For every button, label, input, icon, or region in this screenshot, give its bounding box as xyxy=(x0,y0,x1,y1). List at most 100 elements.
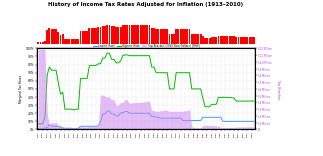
Bar xyxy=(124,25,126,44)
Bar xyxy=(157,29,159,44)
Bar xyxy=(62,34,64,44)
Bar xyxy=(109,25,110,44)
Bar xyxy=(233,36,235,44)
Bar xyxy=(209,38,211,44)
Bar xyxy=(93,28,95,44)
Bar xyxy=(59,35,61,44)
Bar xyxy=(169,34,171,44)
Bar xyxy=(129,25,130,44)
Bar xyxy=(193,34,195,44)
Bar xyxy=(195,34,197,44)
Bar xyxy=(95,28,97,44)
Bar xyxy=(229,36,231,44)
Bar xyxy=(44,41,46,44)
Bar xyxy=(191,34,193,44)
Bar xyxy=(173,34,175,44)
Bar xyxy=(53,29,55,44)
Bar xyxy=(126,25,128,44)
Bar xyxy=(224,36,226,44)
Bar xyxy=(57,32,59,44)
Bar xyxy=(79,31,81,44)
Bar xyxy=(204,38,206,44)
Bar xyxy=(137,25,139,44)
Bar xyxy=(73,39,75,44)
Bar xyxy=(215,37,217,44)
Bar xyxy=(113,26,115,44)
Bar xyxy=(202,36,204,44)
Bar xyxy=(213,37,215,44)
Bar xyxy=(160,29,162,44)
Bar xyxy=(104,26,106,44)
Bar xyxy=(253,37,255,44)
Bar xyxy=(144,25,146,44)
Bar xyxy=(151,28,153,44)
Bar xyxy=(140,25,141,44)
Bar xyxy=(91,28,93,44)
Bar xyxy=(197,34,199,44)
Bar xyxy=(231,36,233,44)
Y-axis label: Top Bracket: Top Bracket xyxy=(276,78,280,99)
Bar xyxy=(102,26,104,44)
Bar xyxy=(48,28,50,44)
Bar xyxy=(64,39,66,44)
Bar xyxy=(117,27,119,44)
Bar xyxy=(226,36,228,44)
Bar xyxy=(166,29,168,44)
Bar xyxy=(68,39,70,44)
Bar xyxy=(42,42,44,44)
Bar xyxy=(175,29,177,44)
Bar xyxy=(164,29,166,44)
Bar xyxy=(111,26,113,44)
Bar xyxy=(82,31,84,44)
Bar xyxy=(133,25,135,44)
Bar xyxy=(149,25,151,44)
Bar xyxy=(146,25,148,44)
Bar xyxy=(131,25,133,44)
Bar xyxy=(99,27,101,44)
Bar xyxy=(162,29,164,44)
Bar xyxy=(171,34,173,44)
Bar xyxy=(153,28,155,44)
Bar xyxy=(240,37,242,44)
Bar xyxy=(200,34,202,44)
Bar xyxy=(177,29,179,44)
Bar xyxy=(75,39,77,44)
Y-axis label: Marginal Tax Rates: Marginal Tax Rates xyxy=(19,75,23,103)
Bar xyxy=(39,42,41,44)
Bar xyxy=(220,36,222,44)
Bar xyxy=(120,27,121,44)
Bar xyxy=(135,25,137,44)
Bar xyxy=(211,37,213,44)
Bar xyxy=(251,37,253,44)
Bar xyxy=(66,39,68,44)
Bar xyxy=(246,37,248,44)
Bar xyxy=(186,29,188,44)
Bar xyxy=(189,29,191,44)
Text: History of Income Tax Rates Adjusted for Inflation (1913–2010): History of Income Tax Rates Adjusted for… xyxy=(48,2,243,7)
Bar xyxy=(115,27,117,44)
Bar xyxy=(89,28,90,44)
Bar xyxy=(51,29,53,44)
Bar xyxy=(217,36,219,44)
Bar xyxy=(180,29,182,44)
Bar xyxy=(155,29,157,44)
Bar xyxy=(86,31,88,44)
Bar xyxy=(237,37,239,44)
Bar xyxy=(37,42,39,44)
Bar xyxy=(71,39,73,44)
Bar xyxy=(206,38,208,44)
Bar xyxy=(142,25,144,44)
Bar xyxy=(249,37,251,44)
Bar xyxy=(184,29,186,44)
Bar xyxy=(244,37,246,44)
Bar xyxy=(222,36,224,44)
Bar xyxy=(77,39,79,44)
Legend: Lowest Rate, Highest Rate, Top Bracket (2016 Real Dollars) [RHS]: Lowest Rate, Highest Rate, Top Bracket (… xyxy=(92,43,201,49)
Bar xyxy=(242,37,244,44)
Bar xyxy=(97,27,99,44)
Bar xyxy=(84,31,86,44)
Bar xyxy=(182,29,184,44)
Bar xyxy=(235,37,237,44)
Bar xyxy=(46,30,48,44)
Bar xyxy=(122,25,124,44)
